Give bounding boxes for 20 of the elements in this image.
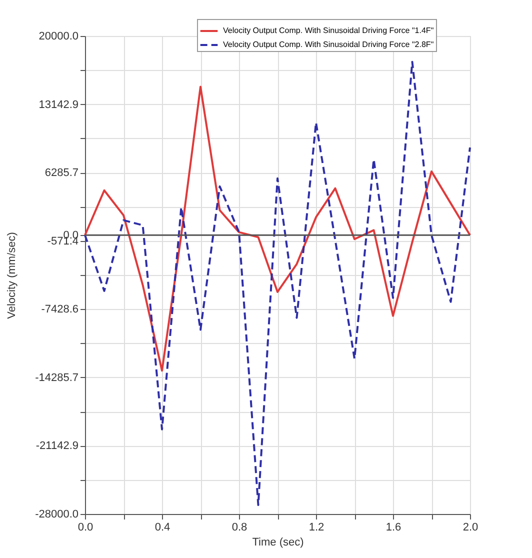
x-tick-label: 0.0	[78, 522, 94, 534]
y-tick-label: -7428.6	[41, 304, 78, 316]
line-series	[84, 60, 471, 506]
y-axis-title: Velocity (mm/sec)	[6, 232, 18, 319]
y-tick-label: -28000.0	[35, 508, 78, 520]
y-tick-label: -571.4	[47, 235, 78, 248]
legend-label: Velocity Output Comp. With Sinusoidal Driving Force "2.8F"	[223, 40, 434, 49]
y-tick-label: 6285.7	[44, 167, 78, 180]
y-tick-label: -14285.7	[35, 372, 78, 384]
y-tick-label: 20000.0	[38, 30, 78, 42]
x-tick-label: 1.6	[386, 522, 402, 534]
y-tick-label: 13142.9	[38, 98, 78, 111]
y-tick-label: -21142.9	[36, 440, 78, 452]
x-axis-title: Time (sec)	[252, 536, 304, 548]
x-tick-label: 2.0	[462, 522, 478, 534]
line-series	[84, 86, 471, 372]
x-tick-label: 1.2	[308, 522, 324, 534]
x-tick-label: 0.8	[232, 522, 248, 534]
legend-label: Velocity Output Comp. With Sinusoidal Driving Force "1.4F"	[223, 26, 434, 35]
x-tick-label: 0.4	[154, 522, 170, 534]
